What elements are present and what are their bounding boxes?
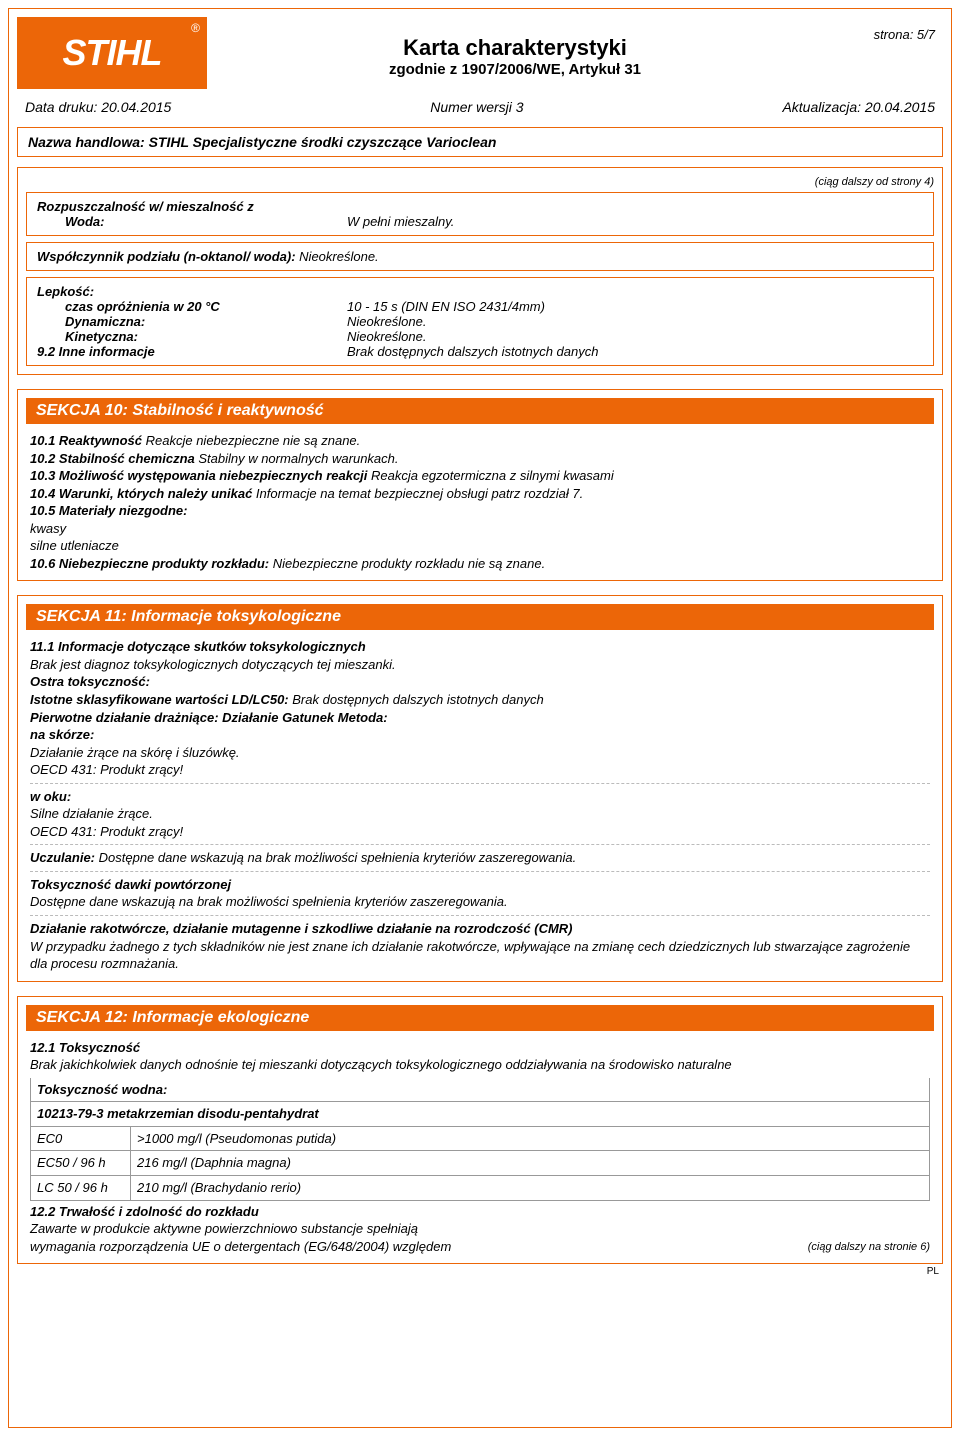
- water-label: Woda:: [37, 214, 347, 229]
- aquatic-toxicity-table: Toksyczność wodna: 10213-79-3 metakrzemi…: [30, 1078, 930, 1201]
- partition-box: Współczynnik podziału (n-oktanol/ woda):…: [26, 242, 934, 271]
- water-value: W pełni mieszalny.: [347, 214, 923, 229]
- continued-from: (ciąg dalszy od strony 4): [26, 176, 934, 188]
- document-title: Karta charakterystyki: [207, 35, 823, 61]
- version: Numer wersji 3: [430, 99, 523, 115]
- header: STIHL ® Karta charakterystyki zgodnie z …: [17, 17, 943, 89]
- separator: [30, 783, 930, 784]
- product-name-box: Nazwa handlowa: STIHL Specjalistyczne śr…: [17, 127, 943, 157]
- section-10-header: SEKCJA 10: Stabilność i reaktywność: [26, 398, 934, 424]
- section-11: SEKCJA 11: Informacje toksykologiczne 11…: [17, 595, 943, 981]
- separator: [30, 844, 930, 845]
- separator: [30, 871, 930, 872]
- partition-value: Nieokreślone.: [299, 249, 379, 264]
- section-10: SEKCJA 10: Stabilność i reaktywność 10.1…: [17, 389, 943, 581]
- print-date: Data druku: 20.04.2015: [25, 99, 171, 115]
- solubility-label: Rozpuszczalność w/ mieszalność z: [37, 199, 347, 214]
- continued-on: (ciąg dalszy na stronie 6): [808, 1240, 930, 1255]
- section-12-body: 12.1 Toksyczność Brak jakichkolwiek dany…: [26, 1039, 934, 1255]
- registered-mark: ®: [191, 21, 199, 35]
- meta-row: Data druku: 20.04.2015 Numer wersji 3 Ak…: [17, 95, 943, 123]
- solubility-box: Rozpuszczalność w/ mieszalność z Woda: W…: [26, 192, 934, 236]
- language-code: PL: [17, 1266, 943, 1277]
- table-row: EC0>1000 mg/l (Pseudomonas putida): [31, 1126, 930, 1151]
- section-12-header: SEKCJA 12: Informacje ekologiczne: [26, 1005, 934, 1031]
- section-11-header: SEKCJA 11: Informacje toksykologiczne: [26, 604, 934, 630]
- section-12: SEKCJA 12: Informacje ekologiczne 12.1 T…: [17, 996, 943, 1264]
- table-row: LC 50 / 96 h210 mg/l (Brachydanio rerio): [31, 1175, 930, 1200]
- section-10-body: 10.1 Reaktywność Reakcje niebezpieczne n…: [26, 432, 934, 572]
- tox-header: Toksyczność wodna:: [31, 1078, 930, 1102]
- section-11-body: 11.1 Informacje dotyczące skutków toksyk…: [26, 638, 934, 972]
- partition-label: Współczynnik podziału (n-oktanol/ woda):: [37, 249, 296, 264]
- brand-logo: STIHL ®: [17, 17, 207, 89]
- cas-row: 10213-79-3 metakrzemian disodu-pentahydr…: [31, 1102, 930, 1127]
- document-subtitle: zgodnie z 1907/2006/WE, Artykuł 31: [207, 61, 823, 78]
- properties-block: (ciąg dalszy od strony 4) Rozpuszczalnoś…: [17, 167, 943, 375]
- separator: [30, 915, 930, 916]
- page-number: strona: 5/7: [823, 17, 943, 42]
- title-block: Karta charakterystyki zgodnie z 1907/200…: [207, 17, 823, 78]
- page-container: STIHL ® Karta charakterystyki zgodnie z …: [8, 8, 952, 1428]
- viscosity-box: Lepkość: czas opróżnienia w 20 °C10 - 15…: [26, 277, 934, 366]
- table-row: EC50 / 96 h216 mg/l (Daphnia magna): [31, 1151, 930, 1176]
- update-date: Aktualizacja: 20.04.2015: [782, 99, 935, 115]
- viscosity-label: Lepkość:: [37, 284, 923, 299]
- logo-text: STIHL: [63, 32, 162, 74]
